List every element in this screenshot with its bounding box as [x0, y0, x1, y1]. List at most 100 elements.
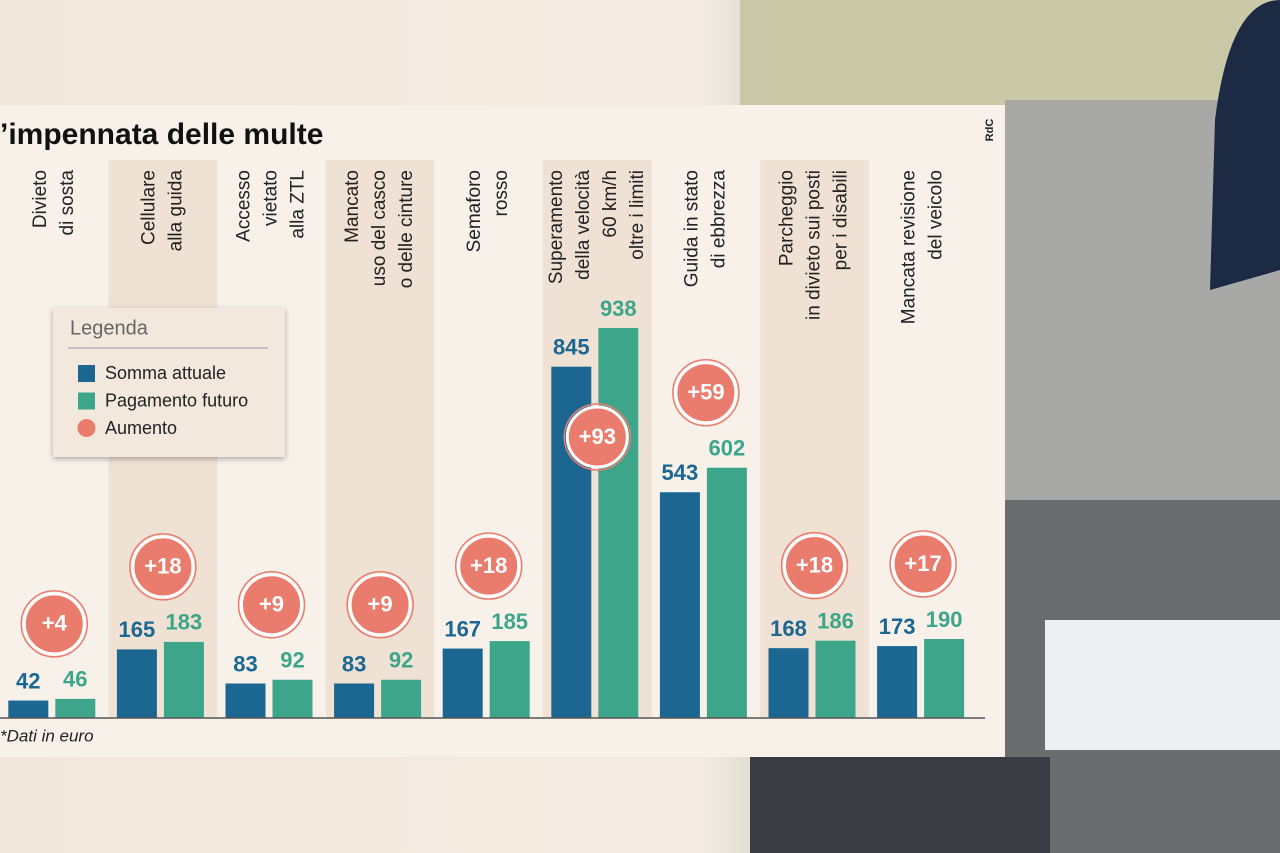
increase-label: +9: [368, 592, 393, 617]
bar: [598, 328, 639, 718]
increase-label: +17: [904, 551, 941, 576]
bar: [225, 683, 266, 718]
photo-cap: [1210, 0, 1280, 290]
photo-lower: [750, 757, 1050, 853]
value-label: 46: [63, 667, 87, 692]
increase-marker: [348, 573, 412, 637]
value-label: 190: [926, 607, 963, 632]
increase-ring: [454, 532, 523, 600]
category-label: in divieto sui posti: [804, 170, 825, 320]
category-label: del veicolo: [926, 170, 947, 260]
category-label: Cellulare: [138, 170, 159, 245]
increase-label: +93: [579, 424, 616, 449]
category-label: o delle cinture: [396, 170, 417, 288]
category-label: per i disabili: [831, 170, 852, 270]
bar: [272, 679, 313, 718]
increase-label: +18: [796, 552, 833, 577]
value-label: 173: [879, 614, 916, 639]
value-label: 42: [16, 668, 40, 693]
note: *Dati in euro: [0, 726, 94, 745]
increase-marker: [22, 592, 86, 656]
category-label: alla ZTL: [288, 170, 309, 239]
bar: [381, 679, 422, 718]
increase-marker: [240, 573, 303, 637]
bar: [706, 467, 747, 718]
bar: [815, 640, 856, 718]
bar: [163, 641, 204, 718]
increase-ring: [346, 570, 414, 639]
increase-marker: [674, 361, 738, 425]
increase-ring: [672, 358, 740, 427]
increase-marker: [131, 535, 195, 599]
legend-label: Pagamento futuro: [105, 390, 248, 410]
legend-swatch: [78, 392, 95, 410]
value-label: 167: [444, 616, 481, 641]
category-label: Divieto: [30, 170, 51, 228]
legend-label: Somma attuale: [105, 363, 226, 383]
increase-label: +4: [42, 611, 68, 636]
value-label: 92: [280, 648, 304, 673]
bar: [489, 641, 530, 718]
value-label: 543: [662, 460, 699, 485]
category-label: Superamento: [546, 170, 567, 284]
value-label: 938: [600, 296, 637, 321]
category-label: di ebbrezza: [708, 170, 729, 269]
value-label: 168: [770, 616, 807, 641]
increase-label: +59: [687, 380, 724, 405]
category-label: di sosta: [57, 170, 78, 236]
category-label: della velocità: [573, 170, 594, 280]
increase-ring: [780, 531, 849, 600]
bar: [55, 698, 96, 718]
increase-marker: [891, 532, 955, 596]
bar: [877, 646, 918, 718]
marks: 42 46 +4 165 183 +18 83 92 +9 83 92 +9 167 185 +18 845 9…: [8, 296, 965, 718]
bar: [768, 648, 809, 718]
increase-marker: [783, 534, 846, 598]
category-label: vietato: [261, 170, 282, 226]
chart-title: ’impennata delle multe: [0, 118, 323, 151]
legend-items: Legenda Somma attuale Pagamento futuro Aum…: [68, 317, 268, 438]
increase-ring: [20, 590, 89, 658]
increase-ring: [129, 533, 197, 601]
category-label: uso del casco: [369, 170, 390, 286]
bar: [116, 649, 157, 718]
increase-ring: [889, 530, 957, 598]
increase-ring: [563, 403, 632, 471]
value-label: 165: [119, 617, 156, 642]
value-label: 92: [389, 648, 413, 673]
value-label: 602: [709, 436, 746, 461]
increase-label: +18: [470, 553, 507, 578]
logo: RdC: [984, 119, 996, 142]
category-label: Parcheggio: [777, 170, 798, 266]
legend-swatch: [78, 365, 95, 382]
increase-marker: [565, 405, 629, 469]
column-band: [760, 160, 869, 718]
category-label: Accesso: [234, 170, 255, 242]
category-label: rosso: [491, 170, 512, 216]
category-label: Mancato: [342, 170, 363, 243]
legend-swatch: [77, 419, 96, 437]
increase-marker: [457, 534, 521, 598]
bar: [334, 683, 375, 718]
bar: [8, 700, 49, 718]
photo-field: [740, 0, 1280, 110]
bar: [659, 492, 700, 718]
value-label: 183: [166, 610, 203, 635]
category-label: Semaforo: [464, 170, 485, 252]
bar: [442, 648, 483, 718]
category-label: Mancata revisione: [899, 170, 920, 324]
increase-label: +18: [144, 554, 181, 579]
category-label: oltre i limiti: [627, 170, 648, 260]
legend-label: Aumento: [105, 418, 177, 438]
value-label: 845: [553, 334, 590, 359]
category-label: Guida in stato: [681, 170, 702, 287]
increase-label: +9: [259, 592, 284, 617]
value-label: 83: [233, 651, 257, 676]
value-label: 83: [342, 651, 366, 676]
category-label: 60 km/h: [600, 170, 621, 238]
value-label: 186: [817, 608, 854, 633]
increase-ring: [237, 570, 306, 639]
category-label: alla guida: [165, 170, 186, 252]
photo-car-door: [1045, 620, 1280, 750]
